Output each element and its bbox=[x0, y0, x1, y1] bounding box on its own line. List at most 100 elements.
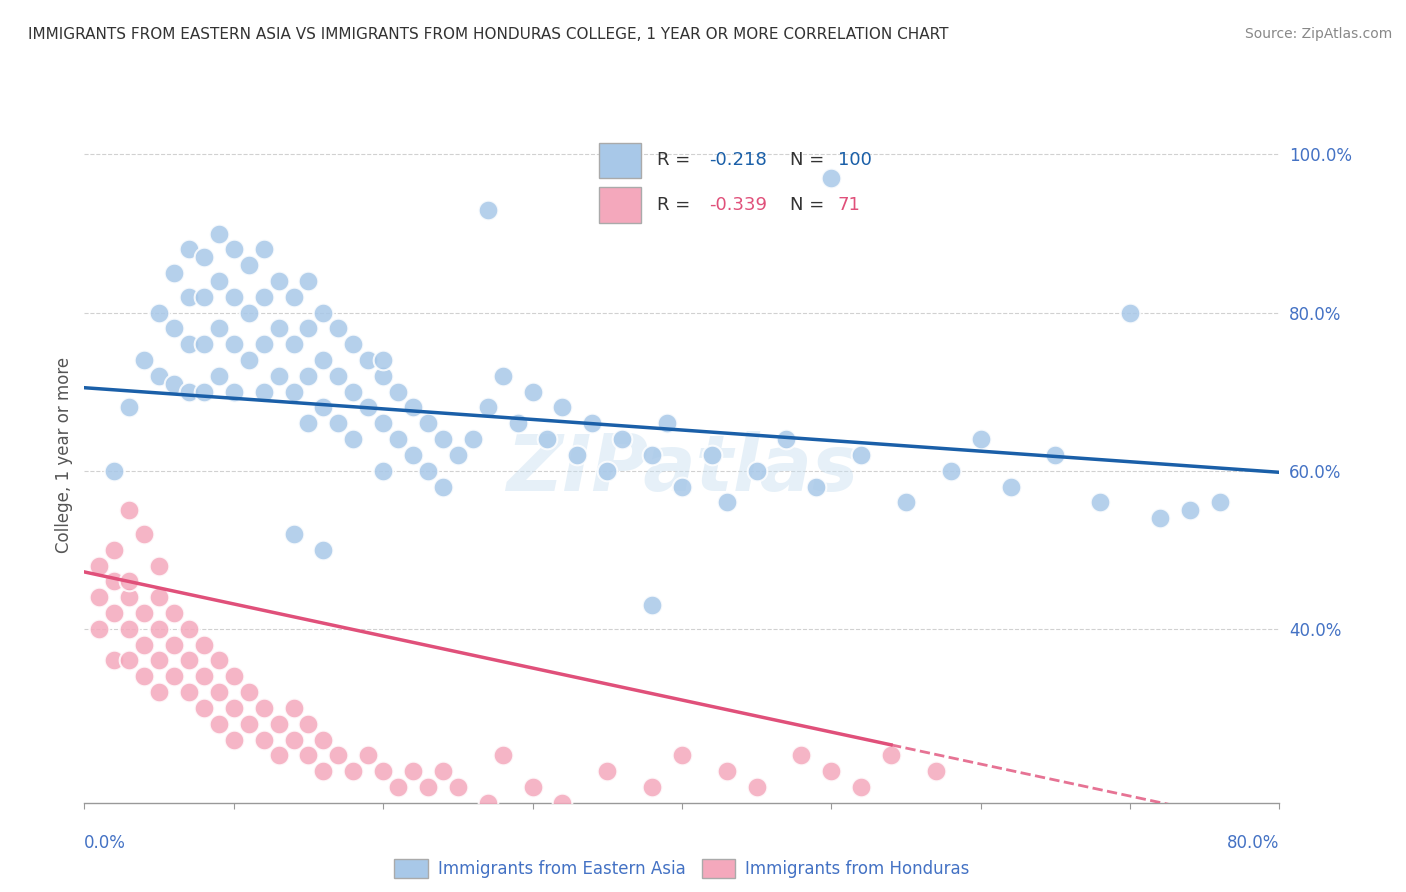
Point bbox=[103, 606, 125, 620]
Point bbox=[1178, 503, 1201, 517]
Point bbox=[177, 685, 200, 699]
Point bbox=[641, 448, 664, 462]
Point bbox=[283, 290, 305, 304]
Point bbox=[1045, 448, 1067, 462]
Point bbox=[775, 432, 797, 446]
Point bbox=[371, 764, 394, 779]
Point bbox=[312, 732, 335, 747]
Point bbox=[132, 353, 156, 368]
Point bbox=[312, 542, 335, 557]
Point bbox=[283, 337, 305, 351]
Point bbox=[371, 353, 394, 368]
Point bbox=[312, 764, 335, 779]
Point bbox=[163, 376, 186, 391]
Point bbox=[222, 243, 245, 257]
Point bbox=[208, 368, 231, 383]
Point bbox=[432, 479, 454, 493]
Point bbox=[193, 250, 215, 264]
Text: IMMIGRANTS FROM EASTERN ASIA VS IMMIGRANTS FROM HONDURAS COLLEGE, 1 YEAR OR MORE: IMMIGRANTS FROM EASTERN ASIA VS IMMIGRAN… bbox=[28, 27, 949, 42]
Point bbox=[849, 448, 872, 462]
Point bbox=[551, 401, 574, 415]
Point bbox=[193, 669, 215, 683]
Point bbox=[342, 337, 364, 351]
Point bbox=[297, 274, 319, 288]
Point bbox=[177, 653, 200, 667]
Point bbox=[103, 542, 125, 557]
Point bbox=[328, 321, 350, 335]
Text: ZIPatlas: ZIPatlas bbox=[506, 431, 858, 507]
Point bbox=[506, 417, 529, 431]
Point bbox=[177, 622, 200, 636]
Point bbox=[745, 464, 768, 478]
Point bbox=[671, 748, 693, 763]
Point bbox=[177, 384, 200, 399]
Text: 0.0%: 0.0% bbox=[84, 834, 127, 853]
Point bbox=[447, 448, 470, 462]
Point bbox=[89, 622, 111, 636]
Point bbox=[103, 574, 125, 589]
Point bbox=[283, 701, 305, 715]
Point bbox=[283, 527, 305, 541]
Point bbox=[208, 321, 231, 335]
Point bbox=[118, 401, 141, 415]
Point bbox=[208, 685, 231, 699]
Point bbox=[371, 464, 394, 478]
Point bbox=[596, 464, 619, 478]
Point bbox=[163, 669, 186, 683]
Point bbox=[163, 638, 186, 652]
Point bbox=[163, 606, 186, 620]
Point bbox=[208, 274, 231, 288]
Point bbox=[461, 432, 484, 446]
Point bbox=[148, 305, 170, 319]
Text: 80.0%: 80.0% bbox=[1227, 834, 1279, 853]
Point bbox=[328, 368, 350, 383]
Point bbox=[253, 732, 276, 747]
Point bbox=[416, 417, 439, 431]
Point bbox=[118, 622, 141, 636]
Point bbox=[193, 701, 215, 715]
Point bbox=[492, 748, 515, 763]
Point bbox=[492, 368, 515, 383]
Point bbox=[328, 417, 350, 431]
Point bbox=[790, 748, 813, 763]
Point bbox=[163, 321, 186, 335]
Point bbox=[357, 353, 380, 368]
Point bbox=[222, 337, 245, 351]
Point bbox=[222, 732, 245, 747]
Point bbox=[700, 448, 723, 462]
Point bbox=[641, 780, 664, 794]
Point bbox=[716, 764, 738, 779]
Point bbox=[132, 638, 156, 652]
Point bbox=[148, 368, 170, 383]
Point bbox=[208, 716, 231, 731]
Point bbox=[253, 701, 276, 715]
Point bbox=[238, 305, 260, 319]
Point bbox=[849, 780, 872, 794]
Point bbox=[820, 764, 842, 779]
Point bbox=[118, 591, 141, 605]
Point bbox=[222, 384, 245, 399]
Point bbox=[1208, 495, 1232, 509]
Point bbox=[238, 353, 260, 368]
Point bbox=[477, 401, 499, 415]
Point bbox=[222, 290, 245, 304]
Point bbox=[253, 290, 276, 304]
Point bbox=[342, 764, 364, 779]
Point bbox=[416, 464, 439, 478]
Point bbox=[402, 448, 425, 462]
Point bbox=[148, 558, 170, 573]
Point bbox=[371, 417, 394, 431]
Point bbox=[177, 337, 200, 351]
Point bbox=[970, 432, 993, 446]
Point bbox=[432, 764, 454, 779]
Point bbox=[177, 290, 200, 304]
Point bbox=[193, 384, 215, 399]
Point bbox=[238, 716, 260, 731]
Point bbox=[222, 669, 245, 683]
Point bbox=[148, 685, 170, 699]
Point bbox=[328, 748, 350, 763]
Point bbox=[581, 417, 603, 431]
Point bbox=[103, 464, 125, 478]
Point bbox=[522, 780, 544, 794]
Point bbox=[432, 432, 454, 446]
